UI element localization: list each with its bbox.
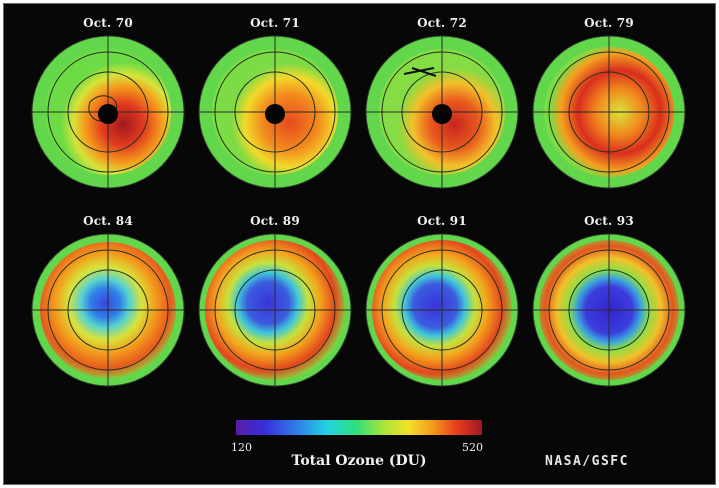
ozone-map — [364, 232, 520, 388]
scale-min-label: 120 — [231, 441, 252, 454]
map-label: Oct. 93 — [584, 214, 634, 228]
map-label: Oct. 84 — [83, 214, 133, 228]
scale-max-label: 520 — [462, 441, 483, 454]
ozone-map — [197, 34, 353, 190]
ozone-map — [531, 232, 687, 388]
map-label: Oct. 79 — [584, 16, 634, 30]
ozone-color-scale — [236, 420, 482, 435]
ozone-map — [30, 232, 186, 388]
ozone-map — [364, 34, 520, 190]
map-label: Oct. 89 — [250, 214, 300, 228]
map-label: Oct. 71 — [250, 16, 300, 30]
ozone-map — [197, 232, 353, 388]
map-label: Oct. 70 — [83, 16, 133, 30]
ozone-map — [30, 34, 186, 190]
ozone-map — [531, 34, 687, 190]
map-label: Oct. 72 — [417, 16, 467, 30]
scale-title: Total Ozone (DU) — [291, 453, 427, 469]
map-label: Oct. 91 — [417, 214, 467, 228]
credit-text: NASA/GSFC — [545, 454, 629, 469]
